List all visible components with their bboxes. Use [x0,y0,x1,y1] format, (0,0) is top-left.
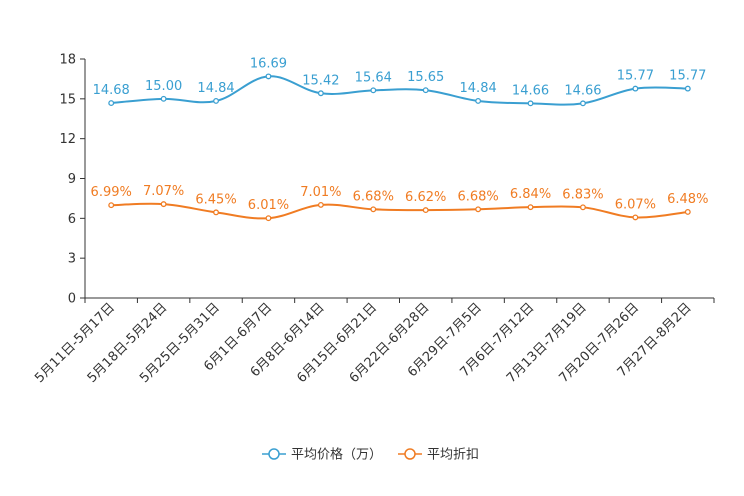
legend[interactable]: 平均价格（万） 平均折扣 [262,447,479,463]
axes: 03691215185月11日-5月17日5月18日-5月24日5月25日-5月… [32,53,715,386]
y-tick-label: 0 [68,292,76,307]
data-label: 16.69 [250,56,287,71]
data-point[interactable] [108,100,115,107]
legend-item-0[interactable]: 平均价格（万） [262,447,382,463]
data-label: 6.07% [615,197,656,212]
data-point[interactable] [632,85,639,92]
data-point[interactable] [265,215,272,222]
data-point[interactable] [632,214,639,221]
legend-label: 平均价格（万） [291,447,382,463]
data-point[interactable] [213,209,219,216]
data-label: 7.01% [300,185,341,200]
data-point[interactable] [580,100,586,107]
data-point[interactable] [370,87,377,94]
data-labels: 14.68 15.00 14.84 16.69 15.42 15.64 15.65 14.84… [91,56,709,213]
data-label: 15.77 [617,69,654,84]
data-label: 6.99% [91,185,132,200]
data-point[interactable] [108,202,115,209]
data-label: 6.83% [562,187,603,202]
data-point[interactable] [422,207,429,214]
data-point[interactable] [684,85,691,92]
data-label: 15.64 [355,70,392,85]
data-label: 6.45% [195,192,236,207]
data-label: 15.65 [407,70,444,85]
y-tick-label: 3 [68,252,76,267]
data-point[interactable] [527,204,534,211]
legend-item-1[interactable]: 平均折扣 [398,448,479,463]
data-point[interactable] [422,87,429,94]
data-label: 6.48% [667,192,708,207]
data-label: 7.07% [143,184,184,199]
y-tick-label: 15 [59,92,76,107]
y-tick-label: 6 [68,212,76,227]
series-line-1 [111,202,688,220]
data-label: 14.68 [93,83,130,98]
data-point[interactable] [265,73,272,80]
y-tick-label: 12 [59,132,76,147]
legend-marker-icon [404,448,416,460]
data-point[interactable] [213,98,219,104]
series-line-0 [111,75,688,106]
data-point[interactable] [580,204,586,211]
legend-label: 平均折扣 [427,448,479,463]
data-point[interactable] [160,95,167,102]
data-label: 6.84% [510,187,551,202]
data-label: 15.00 [145,79,182,94]
data-label: 15.42 [302,73,339,88]
data-point[interactable] [160,201,167,208]
data-label: 14.66 [564,83,601,98]
y-tick-label: 9 [68,172,76,187]
data-point[interactable] [475,98,482,104]
series-layer [108,73,691,222]
y-tick-label: 18 [59,53,76,68]
data-point[interactable] [684,209,691,215]
data-label: 6.01% [248,198,289,213]
data-point[interactable] [317,90,324,97]
data-label: 6.68% [353,189,394,204]
data-point[interactable] [475,206,482,213]
data-point[interactable] [527,100,534,107]
data-point[interactable] [370,206,377,213]
data-point[interactable] [317,201,324,208]
data-label: 6.68% [457,189,498,204]
legend-marker-icon [268,448,280,460]
data-label: 15.77 [669,69,706,84]
data-label: 14.66 [512,83,549,98]
data-label: 14.84 [197,81,234,96]
data-label: 14.84 [460,81,497,96]
data-label: 6.62% [405,190,446,205]
